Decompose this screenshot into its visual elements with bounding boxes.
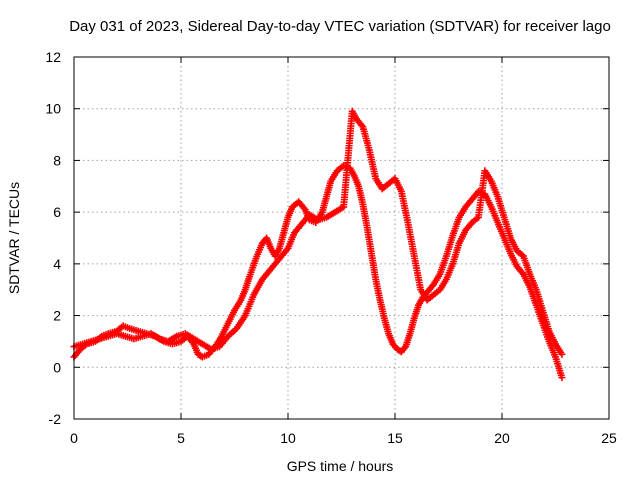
- y-tick-label: 10: [45, 101, 61, 117]
- y-tick-label: 2: [53, 308, 61, 324]
- axis-ticks: [73, 56, 610, 420]
- plot-frame: [73, 56, 610, 420]
- x-tick-label: 5: [177, 430, 185, 446]
- plot-markers: [70, 107, 566, 382]
- x-tick-label: 25: [601, 430, 617, 446]
- y-tick-labels: -2 0 2 4 6 8 10 12: [45, 49, 61, 427]
- x-tick-labels: 0 5 10 15 20 25: [70, 430, 617, 446]
- y-axis-label: SDTVAR / TECUs: [6, 182, 22, 294]
- chart-title: Day 031 of 2023, Sidereal Day-to-day VTE…: [69, 18, 611, 35]
- y-tick-label: -2: [49, 411, 62, 427]
- x-axis-label: GPS time / hours: [287, 458, 394, 474]
- x-tick-label: 20: [494, 430, 510, 446]
- y-tick-label: 4: [53, 256, 61, 272]
- y-tick-label: 6: [53, 204, 61, 220]
- x-tick-label: 10: [280, 430, 296, 446]
- data-point-marker: [558, 374, 566, 382]
- y-tick-label: 12: [45, 49, 61, 65]
- data-point-marker: [558, 350, 566, 358]
- x-tick-label: 0: [70, 430, 78, 446]
- y-tick-label: 8: [53, 152, 61, 168]
- y-tick-label: 0: [53, 359, 61, 375]
- x-tick-label: 15: [387, 430, 403, 446]
